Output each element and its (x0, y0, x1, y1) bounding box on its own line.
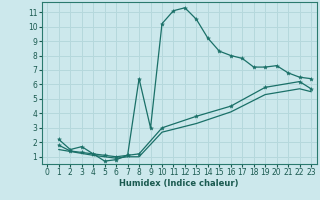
X-axis label: Humidex (Indice chaleur): Humidex (Indice chaleur) (119, 179, 239, 188)
